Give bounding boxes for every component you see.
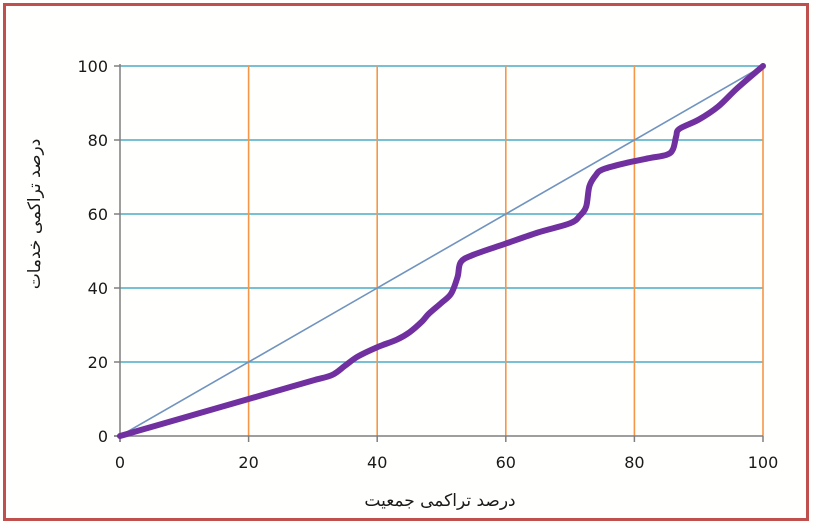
y-tick-label-0: 0: [98, 427, 108, 446]
y-tick-label-20: 20: [88, 353, 108, 372]
y-tick-label-80: 80: [88, 131, 108, 150]
label-layer: 0 20 40 60 80 100 0 20 40 60 80 100: [77, 57, 778, 472]
grid-layer: [120, 65, 764, 436]
y-axis-title: درصد تراکمی خدمات: [25, 139, 45, 290]
series-layer: [117, 63, 766, 439]
y-tick-label-60: 60: [88, 205, 108, 224]
x-tick-label-100: 100: [748, 453, 779, 472]
x-tick-label-20: 20: [238, 453, 258, 472]
equality-line: [119, 65, 764, 437]
chart-border: [3, 3, 809, 521]
y-tick-label-100: 100: [77, 57, 108, 76]
lorenz-curve: [117, 63, 766, 439]
x-tick-label-40: 40: [367, 453, 387, 472]
x-tick-label-80: 80: [624, 453, 644, 472]
x-axis-title: درصد تراکمی جمعیت: [364, 491, 515, 511]
x-tick-label-0: 0: [115, 453, 125, 472]
y-tick-label-40: 40: [88, 279, 108, 298]
x-tick-label-60: 60: [496, 453, 516, 472]
